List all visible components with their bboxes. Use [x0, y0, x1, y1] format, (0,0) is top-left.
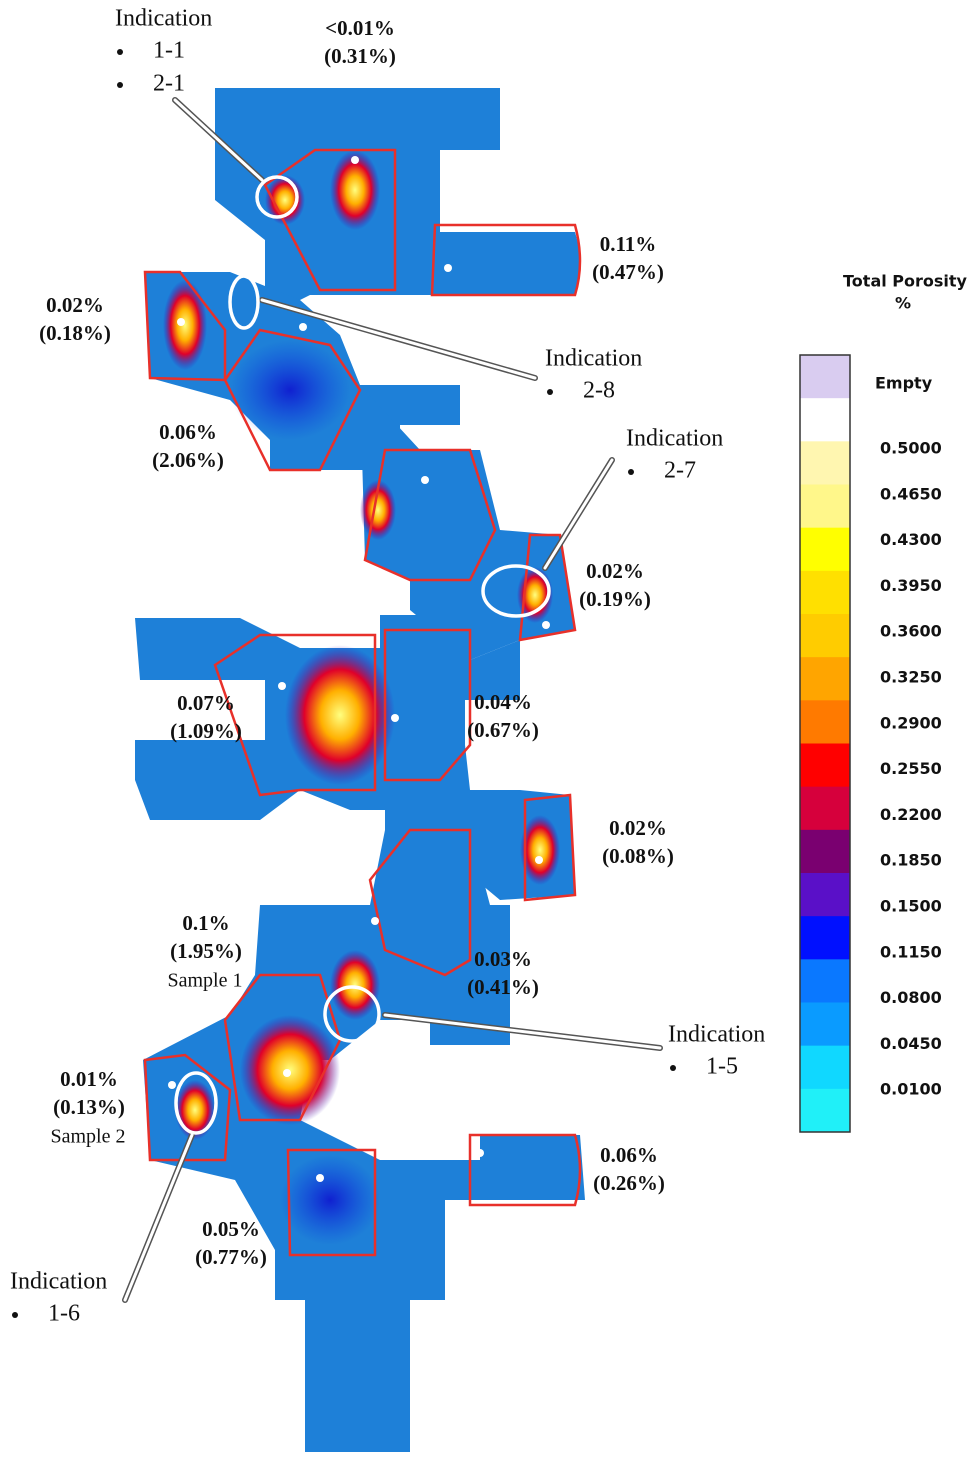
legend-label: 0.0100 [880, 1080, 942, 1099]
region-value: 0.07% [177, 691, 235, 715]
region-total: (0.08%) [602, 844, 674, 868]
region-total: (0.31%) [324, 44, 396, 68]
indication-title: Indication [626, 426, 723, 452]
indication-arrows [122, 97, 663, 1303]
legend-swatch [800, 441, 850, 485]
legend-swatch [800, 657, 850, 701]
region-value: 0.01% [60, 1067, 118, 1091]
region-value: 0.06% [600, 1143, 658, 1167]
legend-label: 0.3250 [880, 668, 942, 687]
region-total: (0.67%) [467, 718, 539, 742]
region-total: (1.95%) [170, 939, 242, 963]
indication-title: Indication [10, 1269, 107, 1295]
legend-label: 0.1500 [880, 897, 942, 916]
legend-swatch [800, 614, 850, 658]
region-total: (0.47%) [592, 260, 664, 284]
probe-points [168, 156, 550, 1182]
indication-item: 2-1 [153, 71, 185, 97]
hotspots [163, 150, 560, 1245]
indication-title: Indication [115, 6, 212, 32]
legend-frame [799, 354, 851, 1133]
indication-title: Indication [545, 346, 642, 372]
legend-label: 0.4300 [880, 530, 942, 549]
region-value: 0.02% [46, 293, 104, 317]
legend-title: Total Porosity [843, 272, 968, 291]
indication-item: 2-7 [664, 458, 696, 484]
indication-title: Indication [668, 1022, 765, 1048]
bullet [117, 49, 123, 55]
indication-item: 1-6 [48, 1301, 80, 1327]
region-total: (0.18%) [39, 321, 111, 345]
legend-label: 0.4650 [880, 484, 942, 503]
sample-label: Sample 1 [168, 970, 243, 992]
bullet [12, 1312, 18, 1318]
legend-label: 0.1150 [880, 942, 942, 961]
legend-label: Empty [875, 374, 933, 393]
legend-swatch [800, 1045, 850, 1090]
legend-swatch [800, 527, 850, 572]
legend-label: 0.0800 [880, 988, 942, 1007]
legend-label: 0.2200 [880, 805, 942, 824]
legend-label: 0.2550 [880, 759, 942, 778]
legend-scale [800, 355, 850, 1133]
legend-swatch [800, 829, 850, 874]
legend-swatch [800, 1002, 850, 1047]
sample-label: Sample 2 [51, 1126, 126, 1148]
legend-unit: % [895, 294, 911, 313]
legend-swatch [800, 484, 850, 529]
indication-item: 1-5 [706, 1054, 738, 1080]
region-value: 0.02% [586, 559, 644, 583]
legend-label: 0.1850 [880, 851, 942, 870]
bullet [628, 469, 634, 475]
bullet [670, 1065, 676, 1071]
region-value: 0.03% [474, 947, 532, 971]
legend-swatch [800, 1088, 850, 1133]
legend-label: 0.3600 [880, 622, 942, 641]
region-value: 0.1% [182, 911, 229, 935]
region-total: (0.19%) [579, 587, 651, 611]
legend-label: 0.2900 [880, 713, 942, 732]
legend-label: 0.0450 [880, 1034, 942, 1053]
legend-swatch [800, 398, 850, 442]
legend-swatch [800, 700, 850, 744]
region-total: (0.77%) [195, 1245, 267, 1269]
region-total: (0.41%) [467, 975, 539, 999]
legend-label: 0.5000 [880, 439, 942, 458]
region-total: (0.13%) [53, 1095, 125, 1119]
region-total: (2.06%) [152, 448, 224, 472]
indication-item: 2-8 [583, 378, 615, 404]
region-value: <0.01% [325, 16, 395, 40]
legend-swatch [800, 873, 850, 917]
region-value: 0.02% [609, 816, 667, 840]
bullet [547, 389, 553, 395]
region-value: 0.11% [600, 232, 657, 256]
region-total: (0.26%) [593, 1171, 665, 1195]
region-value: 0.06% [159, 420, 217, 444]
region-outlines [143, 148, 582, 1257]
legend-swatch [800, 570, 850, 615]
region-value: 0.04% [474, 690, 532, 714]
indication-item: 1-1 [153, 38, 185, 64]
bullet [117, 82, 123, 88]
region-value: 0.05% [202, 1217, 260, 1241]
legend-swatch [800, 743, 850, 788]
legend-swatch [800, 959, 850, 1003]
legend-swatch [800, 786, 850, 831]
legend-label: 0.3950 [880, 576, 942, 595]
region-total: (1.09%) [170, 719, 242, 743]
legend-swatch [800, 355, 850, 399]
legend-swatch [800, 916, 850, 960]
